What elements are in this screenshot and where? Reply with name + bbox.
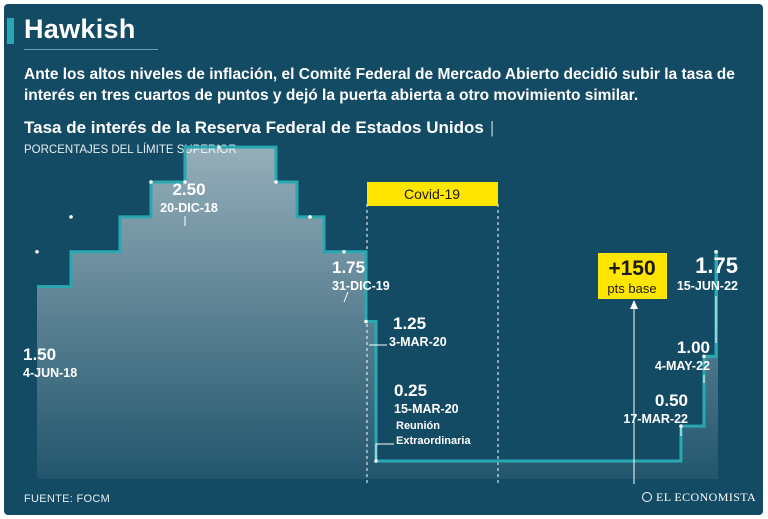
data-label-value: 1.50 [23,345,56,364]
deck-text: Ante los altos niveles de inflación, el … [24,66,735,104]
data-label-value: 0.50 [655,391,688,410]
rate-point [342,249,346,254]
rate-point [679,424,683,428]
rate-point [35,249,39,254]
rate-chart: Covid-19 1.50 4-JUN-18 2.50 20-DIC-18 1.75 31… [23,145,738,485]
callout-arrow-head [630,300,638,309]
covid-label-box [367,182,498,206]
publisher-logo: EL ECONOMISTA [642,490,756,505]
headline: Hawkish [24,14,136,44]
rate-point [702,354,706,359]
callout-value: +150 [608,257,655,280]
rate-point [714,249,718,254]
rate-point [364,319,368,324]
data-label-date: 4-JUN-18 [23,366,77,380]
rate-point [274,180,278,184]
data-label-value: 0.25 [394,381,427,400]
source-note: FUENTE: FOCM [24,493,111,505]
data-label-date: 3-MAR-20 [389,335,447,349]
data-label-date: 15-JUN-22 [677,279,738,293]
data-label-date: 17-MAR-22 [623,412,688,426]
rate-point [308,215,312,219]
callout-unit: pts base [607,281,656,296]
rate-point [69,215,73,219]
publisher-name: EL ECONOMISTA [656,490,757,504]
data-label-date: 31-DIC-19 [332,279,390,293]
headline-rule [24,49,158,50]
data-label-value: 1.75 [695,253,738,278]
data-label-date: 4-MAY-22 [655,359,710,373]
rate-point [149,180,153,184]
data-label-value: 1.25 [393,314,426,333]
data-label-value: 1.00 [677,338,710,357]
data-label-value: 2.50 [172,180,205,199]
data-label-date: 15-MAR-20 [394,402,459,416]
rate-point [183,180,187,184]
title-divider: | [489,118,495,137]
increase-callout: +150 pts base [598,253,667,484]
infographic-card: Hawkish Ante los altos niveles de inflac… [4,4,763,515]
covid-label: Covid-19 [404,186,460,202]
data-label-date: 20-DIC-18 [160,201,218,215]
rate-point [374,459,378,463]
title-accent-bar [7,18,14,44]
data-label-note: Extraordinaria [396,435,471,447]
chart-title-text: Tasa de interés de la Reserva Federal de… [24,118,484,137]
label-leader-line [343,291,349,303]
data-label-value: 1.75 [332,258,365,277]
covid-period: Covid-19 [366,182,499,485]
logo-mark-icon [642,492,652,502]
label-leader-line [375,443,394,460]
data-label-note: Reunión [396,420,440,432]
chart-title: Tasa de interés de la Reserva Federal de… [24,118,494,138]
rate-area-fill [37,147,718,479]
rate-point [217,145,221,149]
callout-box [598,253,667,299]
